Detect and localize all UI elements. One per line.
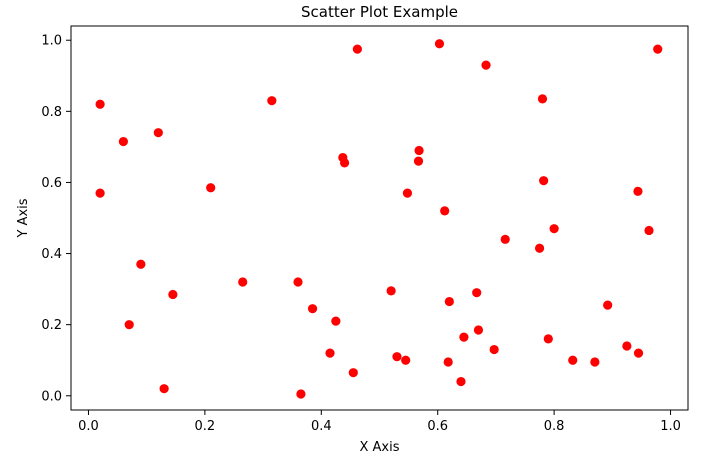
points-layer (95, 39, 663, 399)
chart-title: Scatter Plot Example (301, 3, 458, 21)
data-point (402, 188, 413, 198)
data-point (307, 304, 318, 314)
data-point (401, 355, 411, 365)
y-axis-label: Y Axis (16, 198, 31, 238)
data-point (590, 357, 600, 367)
data-point (472, 288, 482, 298)
data-point (539, 176, 549, 186)
data-point (534, 243, 545, 253)
data-point (352, 44, 362, 54)
data-point (325, 348, 335, 358)
data-point (168, 289, 178, 300)
data-point (500, 234, 510, 244)
data-point (568, 355, 578, 365)
data-point (459, 332, 469, 342)
y-tick-label: 1.0 (41, 34, 62, 49)
data-point (473, 325, 484, 335)
x-tick-label: 0.8 (544, 419, 565, 434)
data-point (414, 145, 424, 156)
data-point (95, 188, 105, 198)
data-point (95, 99, 105, 109)
x-tick-label: 0.0 (78, 419, 99, 434)
data-point (489, 344, 499, 355)
data-point (124, 320, 134, 330)
data-point (267, 96, 277, 106)
data-point (159, 384, 169, 394)
data-point (348, 368, 358, 378)
data-point (622, 341, 632, 351)
data-point (339, 158, 350, 168)
x-tick-label: 0.4 (311, 419, 332, 434)
x-axis-label: X Axis (359, 440, 399, 455)
data-point (444, 296, 454, 307)
data-point (238, 277, 248, 287)
x-tick-label: 1.0 (660, 419, 681, 434)
data-point (653, 44, 663, 54)
data-point (633, 348, 644, 358)
data-point (549, 224, 559, 234)
data-point (206, 183, 216, 193)
data-point (153, 128, 163, 138)
y-tick-label: 0.2 (41, 318, 62, 333)
data-point (537, 94, 548, 104)
data-point (413, 156, 424, 166)
y-tick-label: 0.4 (41, 247, 62, 262)
data-point (293, 277, 303, 287)
y-tick-label: 0.6 (41, 176, 62, 191)
y-tick-label: 0.0 (41, 389, 62, 404)
x-tick-label: 0.6 (427, 419, 448, 434)
data-point (543, 334, 553, 344)
data-point (481, 60, 491, 70)
data-point (633, 186, 643, 196)
data-point (118, 136, 128, 147)
data-point (392, 352, 402, 362)
data-point (456, 376, 466, 387)
data-point (386, 286, 396, 296)
ticks-layer: 0.0 0.2 0.4 0.6 0.8 1.0 0.0 0.2 0.4 0.6 0.8 1.0 (41, 34, 681, 434)
data-point (440, 206, 450, 216)
data-point (136, 259, 146, 269)
data-point (603, 300, 613, 310)
data-point (331, 316, 341, 326)
y-tick-label: 0.8 (41, 105, 62, 120)
data-point (434, 39, 445, 49)
data-point (644, 225, 654, 236)
plot-frame (70, 25, 689, 411)
data-point (443, 357, 453, 367)
data-point (296, 389, 306, 399)
x-tick-label: 0.2 (195, 419, 216, 434)
